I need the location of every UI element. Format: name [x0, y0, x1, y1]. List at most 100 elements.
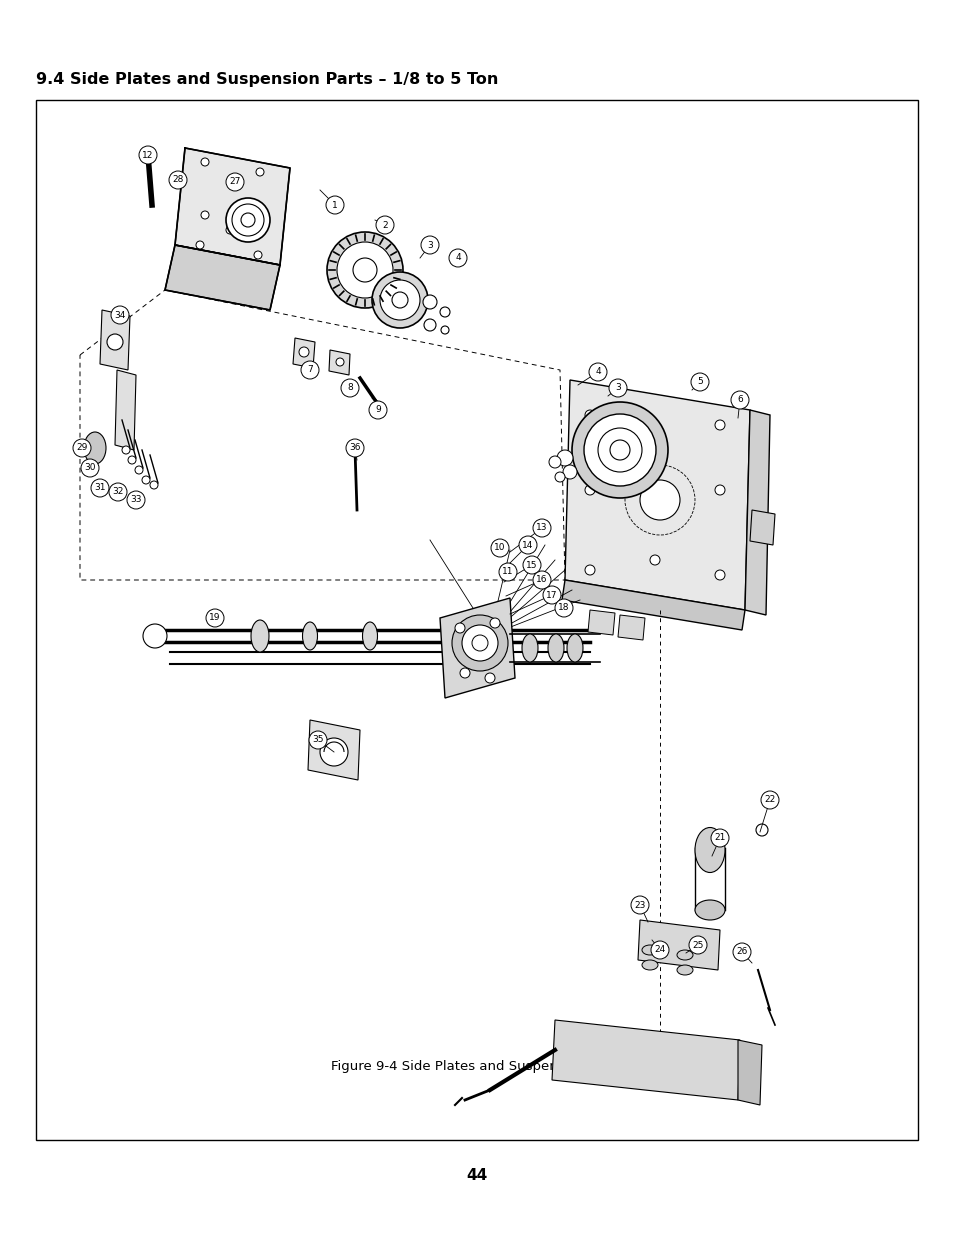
Text: 33: 33	[131, 495, 142, 505]
Circle shape	[336, 242, 393, 298]
Circle shape	[583, 414, 656, 487]
Text: 19: 19	[209, 614, 220, 622]
Polygon shape	[561, 580, 744, 630]
Polygon shape	[587, 610, 615, 635]
Text: 25: 25	[692, 941, 703, 950]
Circle shape	[326, 196, 344, 214]
Circle shape	[195, 241, 204, 249]
Circle shape	[630, 897, 648, 914]
Text: 1: 1	[332, 200, 337, 210]
Text: 36: 36	[349, 443, 360, 452]
Circle shape	[142, 475, 150, 484]
Text: 32: 32	[112, 488, 124, 496]
Circle shape	[533, 519, 551, 537]
Text: 9.4 Side Plates and Suspension Parts – 1/8 to 5 Ton: 9.4 Side Plates and Suspension Parts – 1…	[36, 72, 497, 86]
Circle shape	[107, 333, 123, 350]
Circle shape	[459, 668, 470, 678]
Polygon shape	[638, 920, 720, 969]
Ellipse shape	[641, 945, 658, 955]
Ellipse shape	[521, 634, 537, 662]
Text: 4: 4	[595, 368, 600, 377]
Circle shape	[335, 358, 344, 366]
Circle shape	[369, 401, 387, 419]
Text: 15: 15	[526, 561, 537, 569]
Ellipse shape	[566, 634, 582, 662]
Ellipse shape	[677, 965, 692, 974]
Circle shape	[226, 198, 270, 242]
Circle shape	[379, 280, 419, 320]
Circle shape	[598, 429, 641, 472]
Text: 24: 24	[654, 946, 665, 955]
Polygon shape	[738, 1040, 761, 1105]
Circle shape	[755, 824, 767, 836]
Text: 2: 2	[382, 221, 388, 230]
Text: 17: 17	[546, 590, 558, 599]
Polygon shape	[293, 338, 314, 368]
Circle shape	[688, 936, 706, 953]
Circle shape	[73, 438, 91, 457]
Text: 29: 29	[76, 443, 88, 452]
Circle shape	[169, 170, 187, 189]
Circle shape	[455, 622, 464, 634]
Circle shape	[298, 347, 309, 357]
Text: 44: 44	[466, 1167, 487, 1182]
Text: 8: 8	[347, 384, 353, 393]
Circle shape	[760, 790, 779, 809]
Circle shape	[81, 459, 99, 477]
Circle shape	[584, 410, 595, 420]
Text: 35: 35	[312, 736, 323, 745]
Circle shape	[135, 466, 143, 474]
Text: 22: 22	[763, 795, 775, 804]
Circle shape	[392, 291, 408, 308]
Text: Figure 9-4 Side Plates and Suspension Parts: Figure 9-4 Side Plates and Suspension Pa…	[331, 1060, 622, 1073]
Circle shape	[584, 564, 595, 576]
Circle shape	[555, 599, 573, 618]
Polygon shape	[308, 720, 359, 781]
Circle shape	[91, 479, 109, 496]
Circle shape	[608, 379, 626, 396]
Circle shape	[375, 216, 394, 233]
Text: 3: 3	[615, 384, 620, 393]
Circle shape	[548, 456, 560, 468]
Text: 23: 23	[634, 900, 645, 909]
Circle shape	[522, 556, 540, 574]
Text: 26: 26	[736, 947, 747, 956]
Circle shape	[143, 624, 167, 648]
Circle shape	[649, 425, 659, 435]
Circle shape	[423, 319, 436, 331]
Circle shape	[150, 480, 158, 489]
Circle shape	[309, 731, 327, 748]
Circle shape	[714, 420, 724, 430]
Circle shape	[226, 173, 244, 191]
Text: 7: 7	[307, 366, 313, 374]
Circle shape	[201, 211, 209, 219]
Ellipse shape	[695, 827, 724, 872]
Ellipse shape	[362, 622, 377, 650]
Text: 28: 28	[172, 175, 184, 184]
Ellipse shape	[695, 900, 724, 920]
Polygon shape	[100, 310, 130, 370]
Circle shape	[690, 373, 708, 391]
Circle shape	[542, 585, 560, 604]
Text: 13: 13	[536, 524, 547, 532]
Circle shape	[609, 440, 629, 459]
Ellipse shape	[547, 634, 563, 662]
Circle shape	[109, 483, 127, 501]
Circle shape	[232, 204, 264, 236]
Circle shape	[533, 571, 551, 589]
Circle shape	[128, 456, 136, 464]
Text: 4: 4	[455, 253, 460, 263]
Ellipse shape	[251, 620, 269, 652]
Circle shape	[241, 212, 254, 227]
Circle shape	[319, 739, 348, 766]
Text: 30: 30	[84, 463, 95, 473]
Text: 12: 12	[142, 151, 153, 159]
Circle shape	[490, 618, 499, 629]
Circle shape	[714, 571, 724, 580]
Circle shape	[562, 466, 577, 479]
Circle shape	[226, 226, 233, 233]
Ellipse shape	[677, 950, 692, 960]
Circle shape	[472, 635, 488, 651]
Circle shape	[555, 472, 564, 482]
Circle shape	[557, 450, 573, 466]
